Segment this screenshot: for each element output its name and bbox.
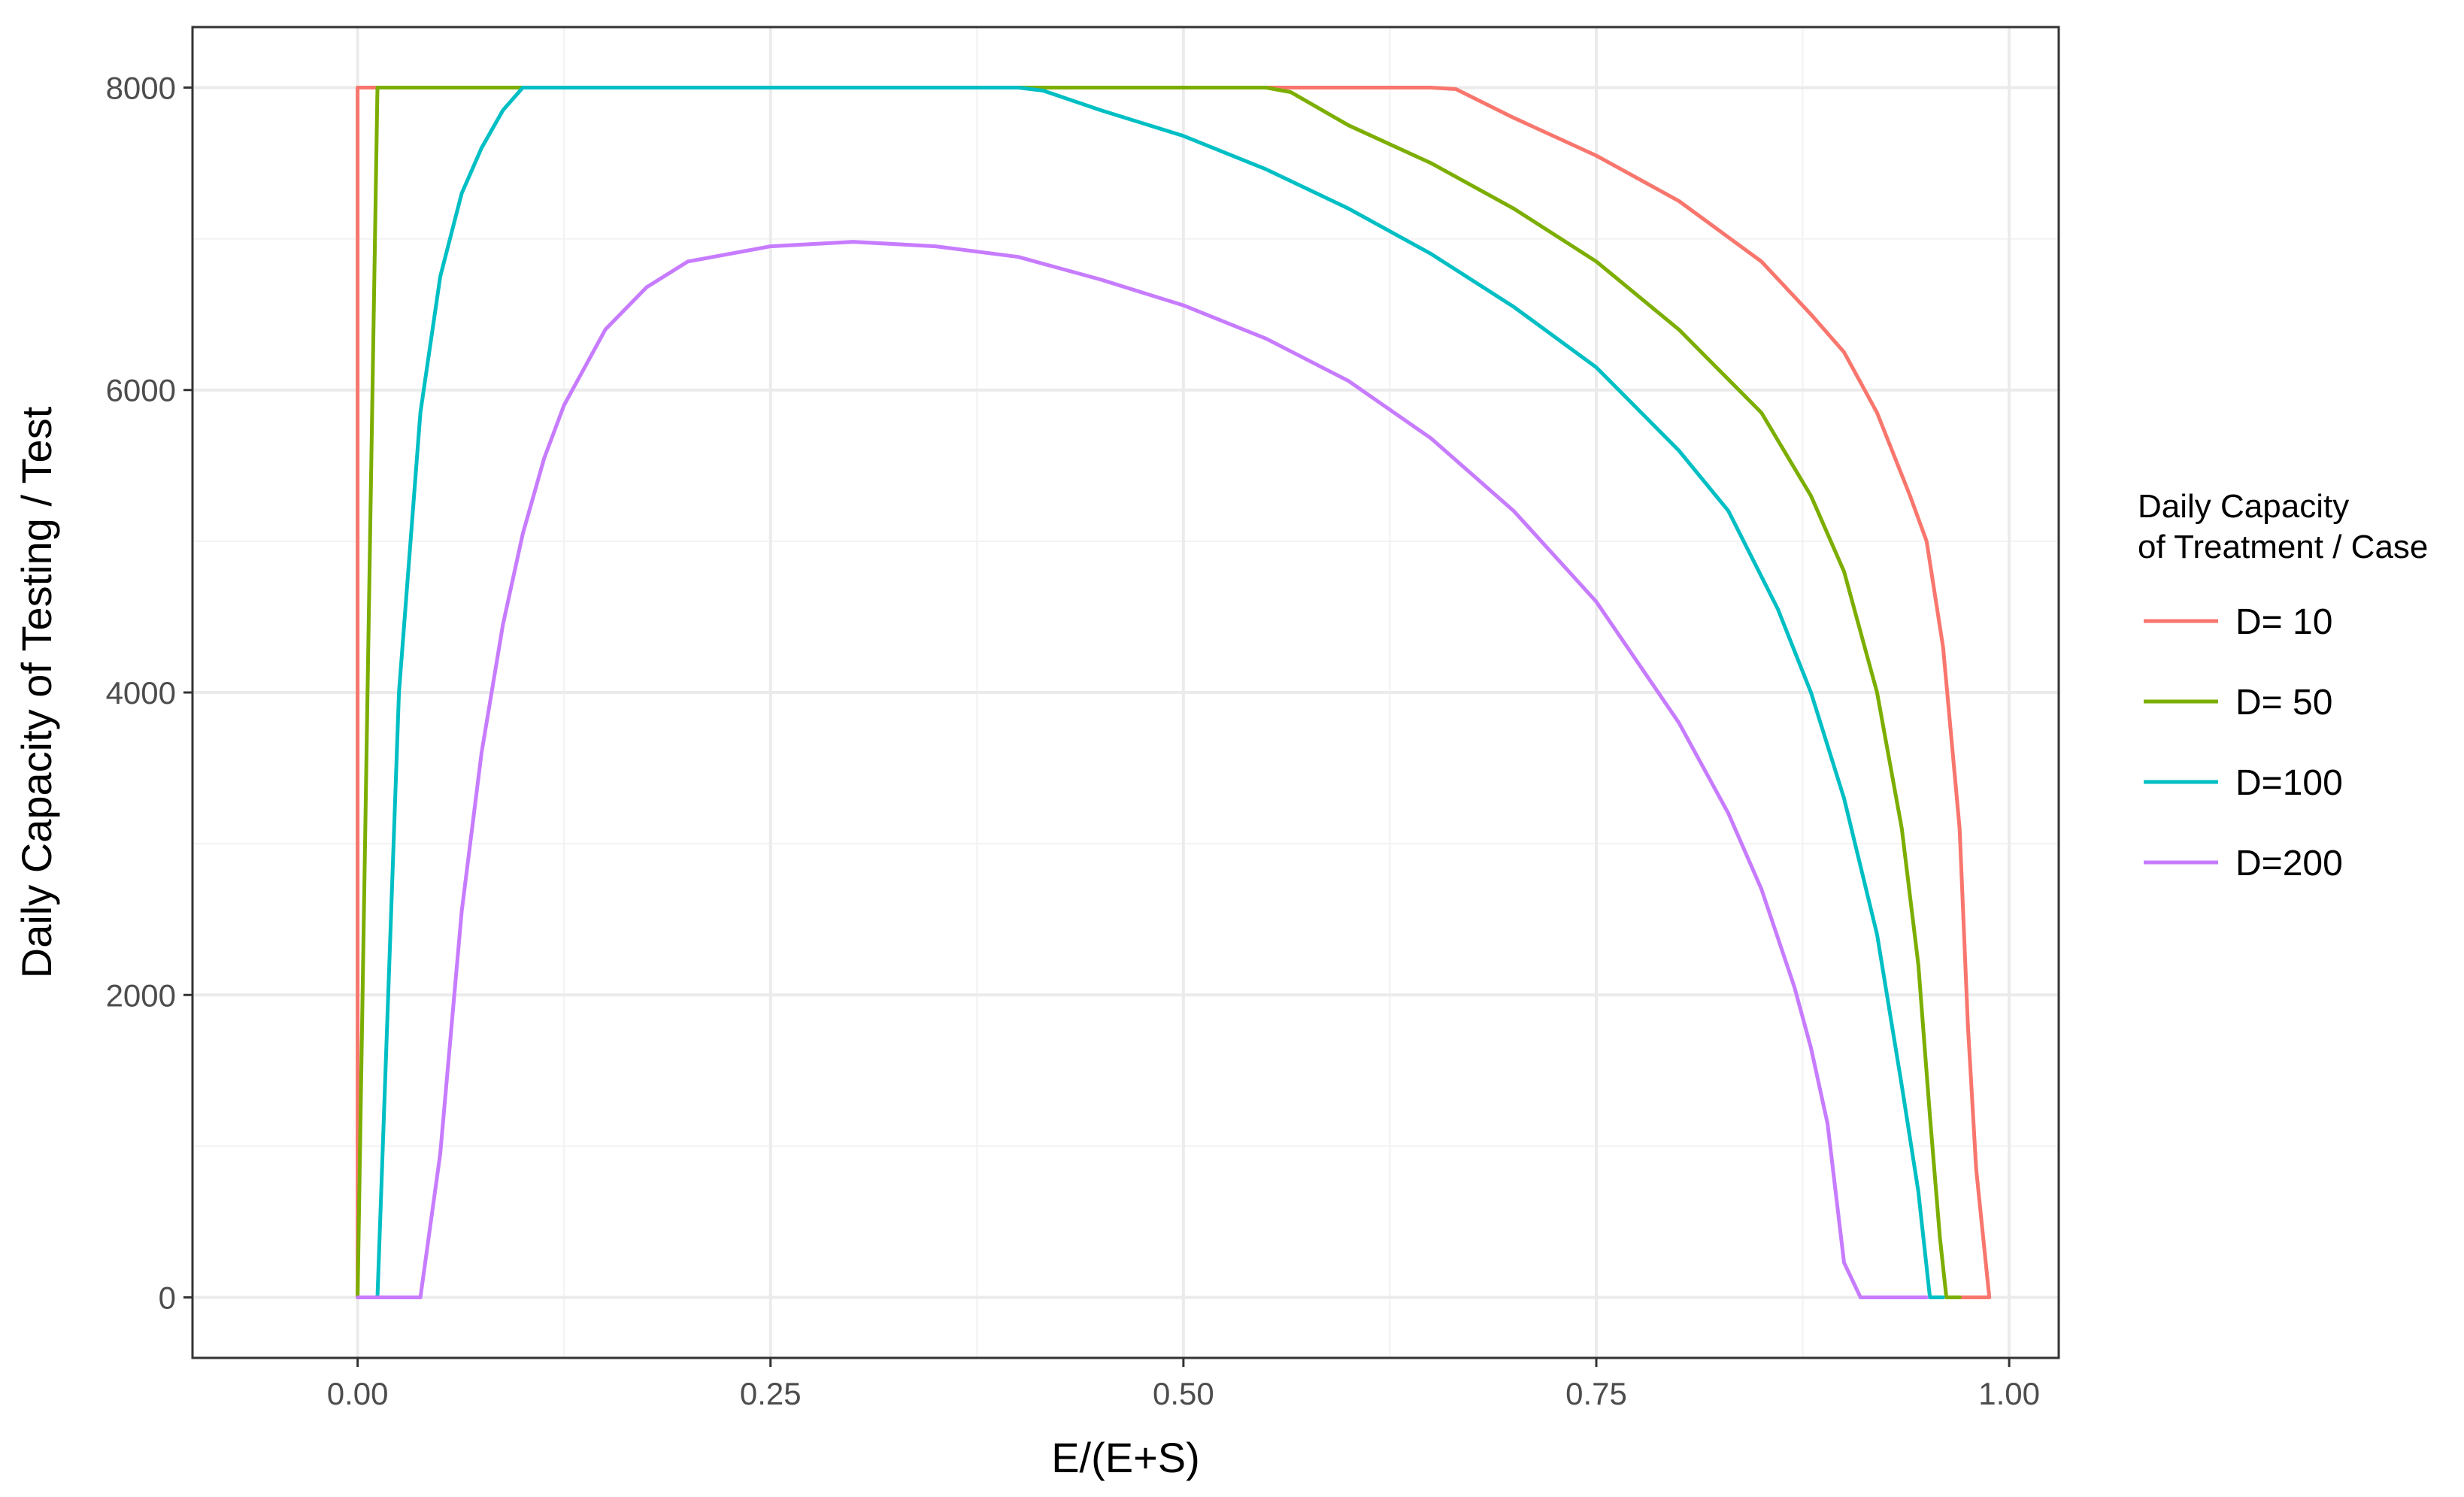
y-tick-label: 4000	[106, 675, 176, 711]
x-tick-label: 0.50	[1153, 1376, 1214, 1411]
x-tick-label: 1.00	[1978, 1376, 2040, 1411]
legend: Daily Capacity of Treatment / Case D= 10…	[2138, 488, 2428, 883]
legend-items: D= 10 D= 50 D=100 D=200	[2144, 602, 2343, 883]
legend-title-line-2: of Treatment / Case	[2138, 529, 2428, 565]
x-tick-label: 0.75	[1565, 1376, 1627, 1411]
axes: 0.00 0.25 0.50 0.75 1.00 0 2000 4000 6000 8000	[106, 70, 2040, 1411]
y-tick-label: 0	[159, 1280, 176, 1316]
y-tick-label: 8000	[106, 70, 176, 105]
y-axis-title: Daily Capacity of Testing / Test	[13, 406, 60, 978]
x-tick-label: 0.25	[740, 1376, 802, 1411]
legend-label-2: D= 50	[2235, 683, 2332, 723]
legend-label-1: D= 10	[2235, 602, 2332, 642]
y-tick-label: 2000	[106, 977, 176, 1013]
x-tick-label: 0.00	[327, 1376, 389, 1411]
legend-label-3: D=100	[2235, 763, 2343, 803]
legend-title-line-1: Daily Capacity	[2138, 488, 2349, 525]
grid-lines	[192, 27, 2059, 1358]
legend-label-4: D=200	[2235, 844, 2343, 883]
series-lines	[356, 86, 1992, 1299]
y-tick-label: 6000	[106, 373, 176, 408]
series-line-4	[356, 240, 1929, 1299]
series-line-3	[375, 86, 1945, 1299]
x-axis-title: E/(E+S)	[1051, 1434, 1200, 1481]
